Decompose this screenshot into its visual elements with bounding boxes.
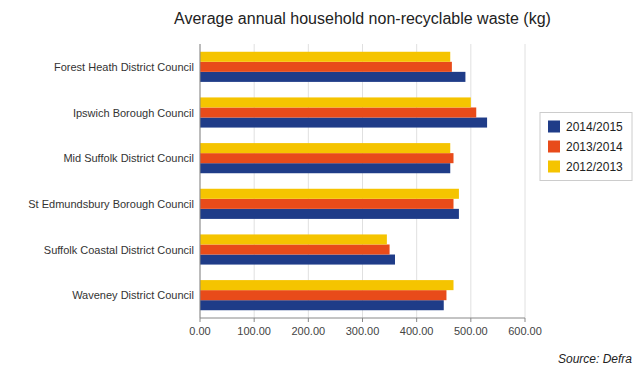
x-axis: [200, 318, 525, 319]
annotation: Source: Defra: [558, 352, 632, 366]
bar: [200, 199, 454, 209]
tick-label: 500.00: [454, 325, 488, 337]
tick-label: 0.00: [189, 325, 210, 337]
bar: [200, 255, 395, 265]
category-label: Mid Suffolk District Council: [63, 152, 194, 164]
category-label: Waveney District Council: [72, 289, 194, 301]
chart: Average annual household non-recyclable …: [0, 0, 640, 373]
legend-swatch: [548, 141, 560, 153]
bar: [200, 107, 476, 117]
bar: [200, 97, 471, 107]
tick-label: 300.00: [346, 325, 380, 337]
tick-mark: [525, 318, 526, 322]
bar: [200, 280, 454, 290]
grid-line: [525, 44, 526, 318]
bar: [200, 118, 487, 128]
bar: [200, 189, 459, 199]
tick-label: 400.00: [400, 325, 434, 337]
bar: [200, 72, 465, 82]
tick-label: 100.00: [237, 325, 271, 337]
tick-mark: [362, 318, 363, 322]
legend-swatch: [548, 161, 560, 173]
category-label: St Edmundsbury Borough Council: [28, 198, 194, 210]
bar: [200, 143, 450, 153]
title: Average annual household non-recyclable …: [174, 10, 551, 27]
bar: [200, 234, 387, 244]
tick-mark: [308, 318, 309, 322]
tick-mark: [254, 318, 255, 322]
category-label: Ipswich Borough Council: [73, 107, 194, 119]
tick-mark: [470, 318, 471, 322]
bar: [200, 209, 459, 219]
bar: [200, 300, 444, 310]
legend: 2014/2015 2013/2014 2012/2013: [540, 113, 632, 181]
bar: [200, 52, 450, 62]
y-axis: [200, 44, 201, 318]
bar: [200, 163, 450, 173]
legend-label: 2013/2014: [566, 140, 623, 154]
category-label: Forest Heath District Council: [54, 61, 194, 73]
legend-label: 2014/2015: [566, 120, 623, 134]
grid-line: [200, 44, 201, 318]
tick-mark: [416, 318, 417, 322]
grid-line: [470, 44, 471, 318]
category-label: Suffolk Coastal District Council: [44, 244, 194, 256]
bar: [200, 62, 452, 72]
bar: [200, 290, 446, 300]
tick-label: 600.00: [508, 325, 542, 337]
grid-line: [308, 44, 309, 318]
legend-frame: [540, 113, 632, 181]
grid: [200, 44, 525, 318]
tick-mark: [200, 318, 201, 322]
bar: [200, 153, 454, 163]
grid-line: [416, 44, 417, 318]
grid-line: [362, 44, 363, 318]
grid-line: [254, 44, 255, 318]
tick-label: 200.00: [292, 325, 326, 337]
legend-swatch: [548, 121, 560, 133]
bar: [200, 244, 390, 254]
legend-label: 2012/2013: [566, 160, 623, 174]
bars: [200, 52, 487, 310]
